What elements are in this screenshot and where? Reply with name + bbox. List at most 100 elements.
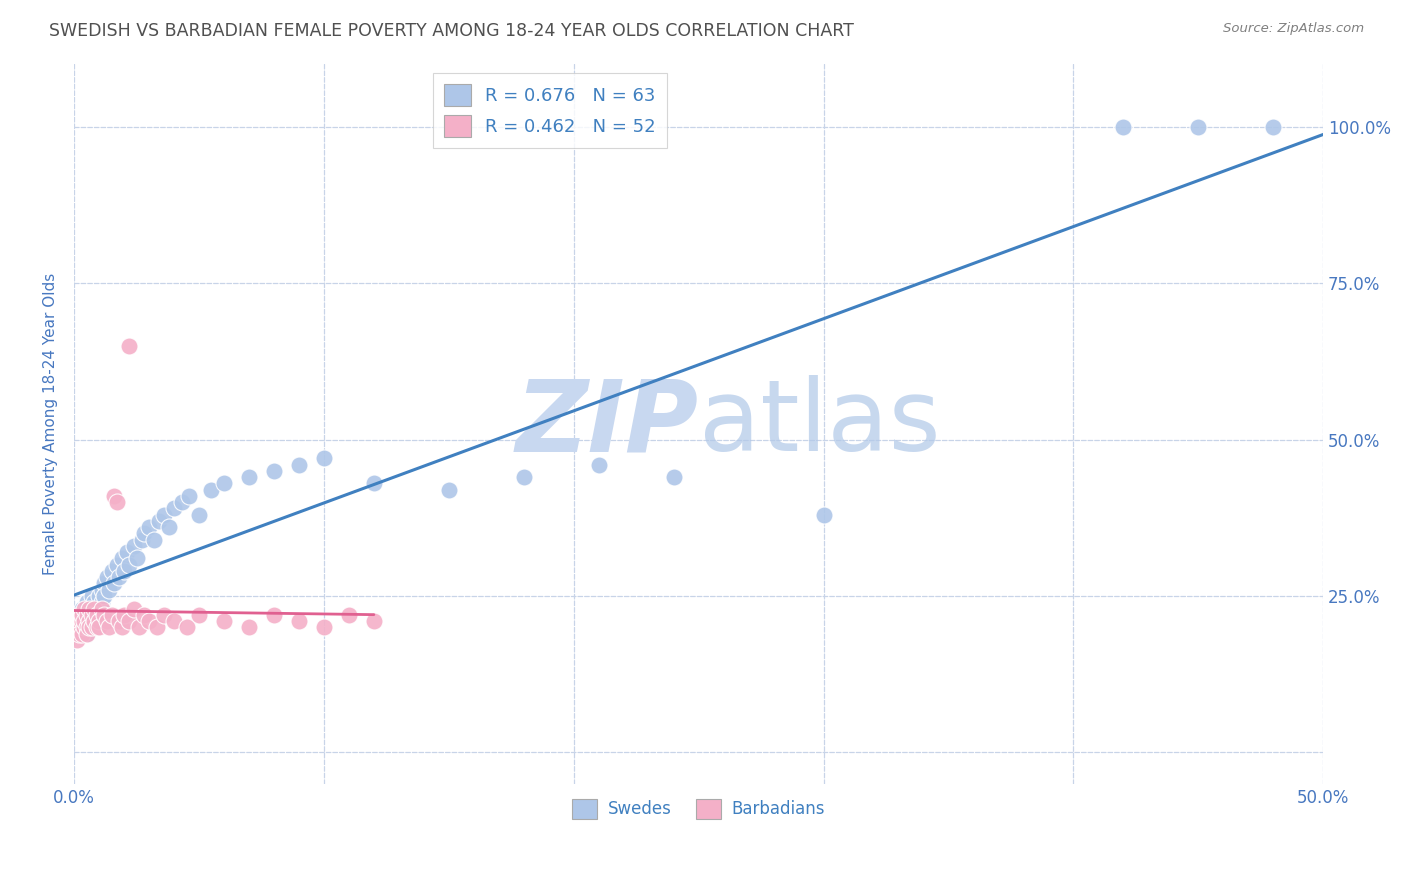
Point	[212, 614, 235, 628]
Point	[1112, 120, 1135, 134]
Point	[188, 508, 211, 522]
Point	[112, 564, 135, 578]
Point	[83, 607, 105, 622]
Point	[138, 614, 160, 628]
Point	[662, 470, 685, 484]
Point	[70, 614, 93, 628]
Point	[100, 564, 122, 578]
Point	[73, 620, 96, 634]
Point	[131, 533, 153, 547]
Point	[76, 620, 98, 634]
Point	[70, 626, 93, 640]
Point	[588, 458, 610, 472]
Point	[337, 607, 360, 622]
Point	[80, 607, 103, 622]
Point	[125, 551, 148, 566]
Point	[118, 558, 141, 572]
Point	[177, 489, 200, 503]
Point	[363, 476, 385, 491]
Point	[80, 607, 103, 622]
Point	[73, 620, 96, 634]
Point	[93, 589, 115, 603]
Point	[188, 607, 211, 622]
Point	[77, 614, 100, 628]
Point	[238, 470, 260, 484]
Point	[212, 476, 235, 491]
Point	[65, 632, 87, 647]
Point	[83, 595, 105, 609]
Point	[132, 607, 155, 622]
Point	[176, 620, 198, 634]
Point	[115, 545, 138, 559]
Point	[67, 607, 90, 622]
Point	[87, 589, 110, 603]
Point	[86, 614, 108, 628]
Y-axis label: Female Poverty Among 18-24 Year Olds: Female Poverty Among 18-24 Year Olds	[44, 273, 58, 575]
Point	[73, 607, 96, 622]
Point	[200, 483, 222, 497]
Text: Source: ZipAtlas.com: Source: ZipAtlas.com	[1223, 22, 1364, 36]
Point	[77, 620, 100, 634]
Point	[73, 601, 96, 615]
Point	[76, 626, 98, 640]
Point	[86, 620, 108, 634]
Point	[73, 614, 96, 628]
Point	[65, 614, 87, 628]
Point	[105, 495, 128, 509]
Point	[153, 607, 176, 622]
Point	[1187, 120, 1209, 134]
Point	[312, 451, 335, 466]
Point	[108, 570, 131, 584]
Point	[76, 614, 98, 628]
Point	[86, 607, 108, 622]
Point	[83, 614, 105, 628]
Point	[157, 520, 180, 534]
Point	[87, 614, 110, 628]
Point	[813, 508, 835, 522]
Point	[122, 601, 145, 615]
Point	[90, 582, 112, 597]
Point	[263, 464, 285, 478]
Point	[96, 570, 118, 584]
Point	[90, 595, 112, 609]
Point	[288, 614, 311, 628]
Point	[77, 614, 100, 628]
Point	[128, 620, 150, 634]
Point	[163, 501, 186, 516]
Point	[238, 620, 260, 634]
Point	[70, 601, 93, 615]
Point	[163, 614, 186, 628]
Point	[288, 458, 311, 472]
Point	[87, 601, 110, 615]
Point	[65, 620, 87, 634]
Point	[70, 626, 93, 640]
Point	[83, 601, 105, 615]
Point	[103, 489, 125, 503]
Point	[312, 620, 335, 634]
Point	[153, 508, 176, 522]
Point	[145, 620, 167, 634]
Point	[67, 626, 90, 640]
Point	[70, 607, 93, 622]
Text: ZIP: ZIP	[516, 376, 699, 473]
Text: atlas: atlas	[699, 376, 941, 473]
Legend: Swedes, Barbadians: Swedes, Barbadians	[565, 792, 831, 826]
Point	[437, 483, 460, 497]
Point	[143, 533, 166, 547]
Point	[263, 607, 285, 622]
Point	[93, 607, 115, 622]
Point	[105, 558, 128, 572]
Point	[80, 589, 103, 603]
Point	[67, 620, 90, 634]
Point	[93, 576, 115, 591]
Point	[118, 614, 141, 628]
Point	[87, 620, 110, 634]
Point	[103, 576, 125, 591]
Point	[67, 620, 90, 634]
Point	[1263, 120, 1285, 134]
Point	[108, 614, 131, 628]
Point	[76, 626, 98, 640]
Point	[70, 614, 93, 628]
Point	[86, 601, 108, 615]
Point	[77, 601, 100, 615]
